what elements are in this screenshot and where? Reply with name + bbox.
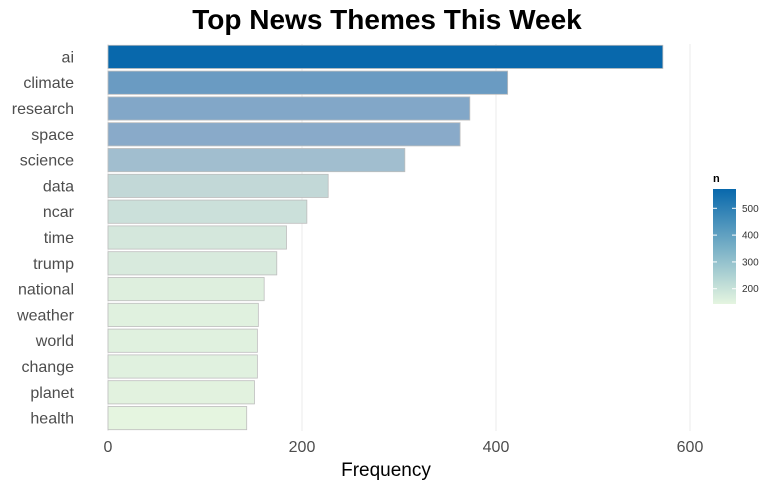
category-label-ncar: ncar <box>43 204 75 221</box>
category-label-national: national <box>18 282 74 299</box>
category-label-science: science <box>20 153 74 170</box>
category-label-data: data <box>43 178 74 195</box>
x-tick-label: 0 <box>104 439 113 456</box>
category-label-weather: weather <box>16 307 75 324</box>
bar-trump <box>107 251 278 276</box>
legend-tick-label: 200 <box>742 284 759 295</box>
legend-tick-label: 500 <box>742 204 759 215</box>
category-label-trump: trump <box>33 256 74 273</box>
bar-change <box>107 354 258 379</box>
category-label-time: time <box>44 230 74 247</box>
x-tick-label: 200 <box>289 439 316 456</box>
bar-ncar <box>107 199 308 224</box>
category-labels: ai climate research space science data ncar tim… <box>12 49 75 427</box>
x-tick-labels: 0 200 400 600 <box>104 439 704 456</box>
legend-ticks: 500 400 300 200 <box>713 204 759 295</box>
x-tick-label: 600 <box>677 439 704 456</box>
category-label-research: research <box>12 101 74 118</box>
bar-weather <box>107 302 259 327</box>
bar-planet <box>107 380 255 405</box>
bars <box>107 44 664 431</box>
bar-climate <box>107 70 509 95</box>
category-label-change: change <box>22 359 75 376</box>
bar-world <box>107 328 258 353</box>
category-label-climate: climate <box>23 75 74 92</box>
legend-colorbar <box>713 189 736 304</box>
bar-national <box>107 277 265 302</box>
bar-science <box>107 148 406 173</box>
bar-ai <box>107 44 664 69</box>
x-axis-title: Frequency <box>341 460 431 481</box>
category-label-space: space <box>31 127 74 144</box>
bar-research <box>107 96 471 121</box>
legend: n 500 400 300 200 <box>713 173 759 304</box>
category-label-world: world <box>35 333 74 350</box>
legend-tick-label: 400 <box>742 231 759 242</box>
legend-tick-label: 300 <box>742 257 759 268</box>
bar-time <box>107 225 287 250</box>
category-label-ai: ai <box>62 49 74 66</box>
x-tick-label: 400 <box>483 439 510 456</box>
bar-space <box>107 122 461 147</box>
category-label-planet: planet <box>30 385 74 402</box>
legend-title: n <box>713 173 720 185</box>
category-label-health: health <box>30 411 74 428</box>
chart-title: Top News Themes This Week <box>192 4 582 35</box>
bar-data <box>107 173 329 198</box>
bar-health <box>107 406 248 431</box>
